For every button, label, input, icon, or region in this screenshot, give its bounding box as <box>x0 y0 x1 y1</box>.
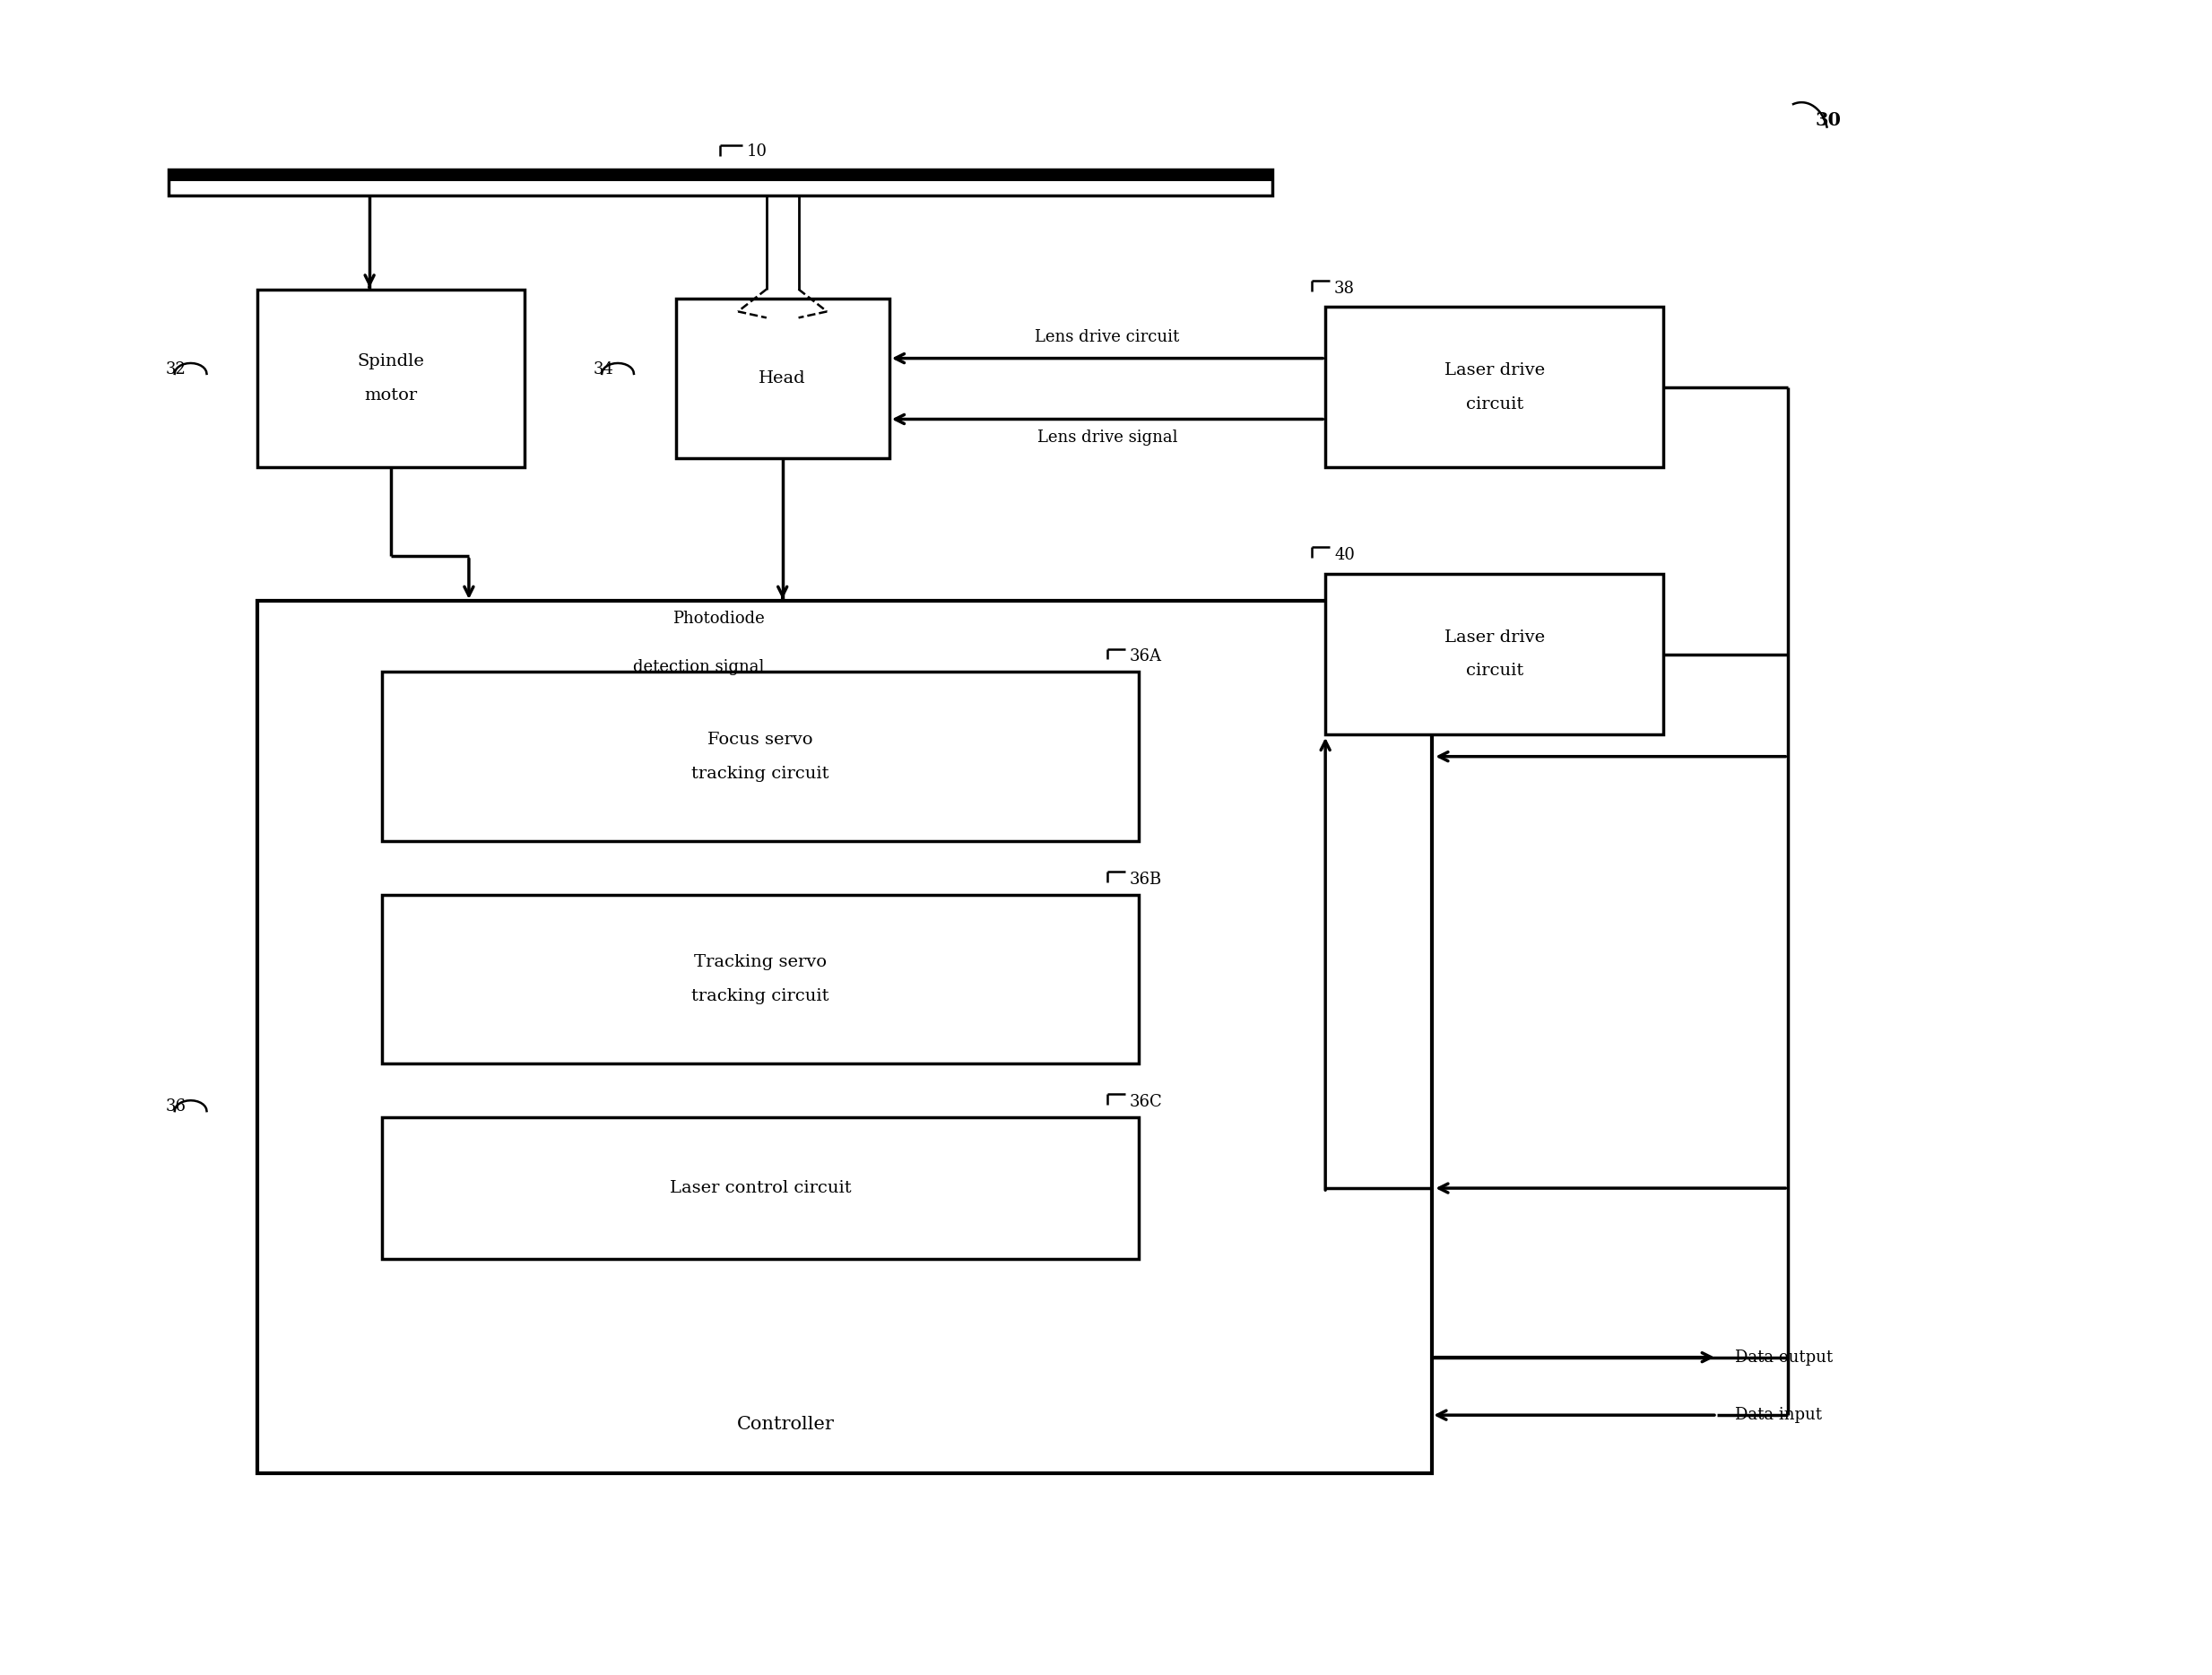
Text: 10: 10 <box>748 144 768 159</box>
Text: Controller: Controller <box>737 1415 834 1432</box>
Text: detection signal: detection signal <box>633 660 765 675</box>
Text: Laser control circuit: Laser control circuit <box>670 1181 852 1196</box>
Text: 40: 40 <box>1334 548 1354 563</box>
Bar <box>257 601 1431 1472</box>
Text: 36C: 36C <box>1130 1094 1164 1111</box>
Text: Lens drive circuit: Lens drive circuit <box>1035 328 1179 345</box>
Bar <box>1325 575 1663 734</box>
Text: 36B: 36B <box>1130 871 1161 888</box>
Text: Data input: Data input <box>1734 1407 1823 1424</box>
Text: Photodiode: Photodiode <box>672 610 765 626</box>
Bar <box>383 672 1139 841</box>
Bar <box>383 894 1139 1064</box>
Text: motor: motor <box>365 387 418 404</box>
Text: circuit: circuit <box>1467 663 1524 678</box>
Bar <box>1325 307 1663 467</box>
Bar <box>257 290 524 467</box>
Bar <box>675 298 889 459</box>
Text: Tracking servo: Tracking servo <box>695 955 827 970</box>
Text: 38: 38 <box>1334 280 1356 296</box>
Text: tracking circuit: tracking circuit <box>692 765 830 782</box>
Text: Laser drive: Laser drive <box>1444 630 1544 645</box>
Text: Head: Head <box>759 370 805 387</box>
Text: 30: 30 <box>1814 111 1840 129</box>
Bar <box>383 1117 1139 1260</box>
Text: Focus servo: Focus servo <box>708 732 814 747</box>
Text: 34: 34 <box>593 362 613 377</box>
Text: circuit: circuit <box>1467 395 1524 412</box>
Text: 32: 32 <box>166 362 186 377</box>
Text: Data output: Data output <box>1734 1348 1832 1365</box>
Bar <box>168 169 1272 196</box>
Text: 36: 36 <box>166 1099 186 1114</box>
Text: Laser drive: Laser drive <box>1444 362 1544 379</box>
Text: tracking circuit: tracking circuit <box>692 988 830 1003</box>
Text: Lens drive signal: Lens drive signal <box>1037 430 1177 446</box>
Bar <box>168 169 1272 181</box>
Text: 36A: 36A <box>1130 648 1161 665</box>
Text: Spindle: Spindle <box>358 353 425 370</box>
